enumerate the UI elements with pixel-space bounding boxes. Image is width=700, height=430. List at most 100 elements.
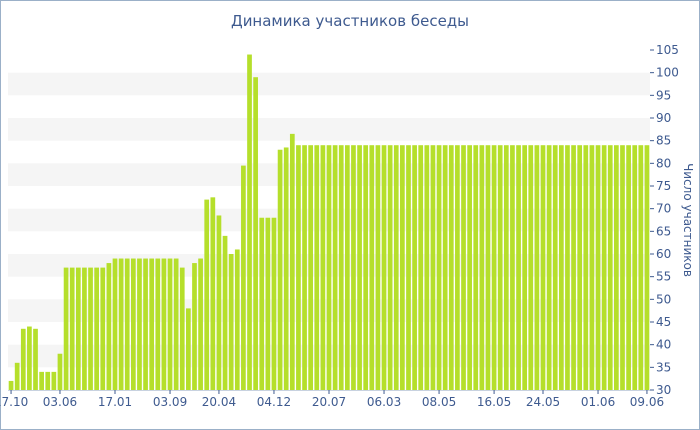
bar: [326, 145, 332, 390]
x-tick-label: 04.12: [257, 395, 291, 409]
bar: [88, 267, 93, 390]
y-axis-ticks: 30 35 40 45 50 55 60 65 70 75 80 85 90 95 100 105: [650, 43, 679, 397]
bar: [595, 145, 601, 390]
bar: [228, 254, 234, 390]
bar: [45, 371, 51, 390]
bar: [467, 145, 472, 390]
bar: [210, 197, 216, 390]
bar: [283, 147, 289, 390]
x-tick-label: 08.05: [422, 395, 456, 409]
bar: [143, 258, 148, 390]
bar: [265, 217, 271, 390]
bar-series: [8, 54, 650, 390]
bar: [51, 371, 57, 390]
bar: [540, 145, 546, 390]
x-tick-label: 24.05: [526, 395, 560, 409]
bar: [14, 362, 20, 390]
bar: [222, 235, 228, 390]
x-tick-label: 20.04: [202, 395, 236, 409]
bar: [528, 145, 534, 390]
bar: [332, 145, 338, 390]
bar: [455, 145, 460, 390]
bar: [387, 145, 393, 390]
y-tick-label: 55: [656, 270, 671, 284]
bar: [186, 308, 191, 390]
bar: [198, 258, 203, 390]
bar: [448, 145, 454, 390]
bar: [436, 145, 442, 390]
y-tick-label: 100: [656, 66, 679, 80]
bar: [192, 263, 197, 390]
bar: [381, 145, 387, 390]
bar: [571, 145, 576, 390]
y-tick-label: 30: [656, 383, 671, 397]
bar: [338, 145, 344, 390]
bar: [558, 145, 564, 390]
x-tick-label: 17.10: [0, 395, 28, 409]
y-tick-label: 50: [656, 292, 671, 306]
bar: [485, 145, 491, 390]
bar: [491, 145, 497, 390]
bar: [204, 199, 210, 390]
bar: [33, 328, 38, 390]
background-band: [8, 72, 650, 96]
bar: [161, 258, 167, 390]
bar: [632, 145, 638, 390]
bar: [644, 145, 650, 390]
y-tick-label: 90: [656, 111, 671, 125]
bar: [577, 145, 583, 390]
y-tick-label: 80: [656, 156, 671, 170]
bar: [546, 145, 552, 390]
bar: [247, 54, 252, 390]
bar: [534, 145, 540, 390]
x-tick-label: 03.09: [153, 395, 187, 409]
y-tick-label: 60: [656, 247, 671, 261]
x-tick-label: 01.06: [581, 395, 615, 409]
x-tick-label: 06.03: [367, 395, 401, 409]
bar: [369, 145, 375, 390]
bar: [57, 353, 63, 390]
bar: [412, 145, 417, 390]
bar: [473, 145, 479, 390]
x-tick-label: 20.07: [312, 395, 346, 409]
y-tick-label: 40: [656, 338, 671, 352]
bar: [20, 328, 26, 390]
bar: [418, 145, 424, 390]
bar: [8, 380, 14, 390]
y-tick-label: 70: [656, 202, 671, 216]
bar: [137, 258, 142, 390]
bar: [271, 217, 277, 390]
x-tick-label: 17.01: [98, 395, 132, 409]
bar: [39, 371, 44, 390]
bar: [63, 267, 69, 390]
bar: [375, 145, 381, 390]
bar: [497, 145, 503, 390]
bar: [552, 145, 558, 390]
bar: [167, 258, 173, 390]
bar: [522, 145, 528, 390]
bar: [638, 145, 644, 390]
bar: [626, 145, 631, 390]
bar: [583, 145, 589, 390]
bar: [442, 145, 448, 390]
y-tick-label: 105: [656, 43, 679, 57]
bar: [253, 77, 258, 390]
x-tick-label: 03.06: [43, 395, 77, 409]
y-tick-label: 65: [656, 224, 671, 238]
bar: [565, 145, 570, 390]
bar: [601, 145, 607, 390]
bar: [400, 145, 405, 390]
bar: [344, 145, 350, 390]
x-axis-ticks: 17.10 03.06 17.01 03.09 20.04 04.12 20.07 06.03…: [0, 390, 664, 409]
bar: [510, 145, 515, 390]
x-tick-label: 09.06: [630, 395, 664, 409]
bar: [289, 133, 295, 390]
y-tick-label: 45: [656, 315, 671, 329]
bar: [406, 145, 411, 390]
chart-title: Динамика участников беседы: [230, 12, 470, 30]
bar: [277, 149, 283, 390]
bar: [75, 267, 81, 390]
background-band: [8, 118, 650, 141]
bar: [479, 145, 485, 390]
